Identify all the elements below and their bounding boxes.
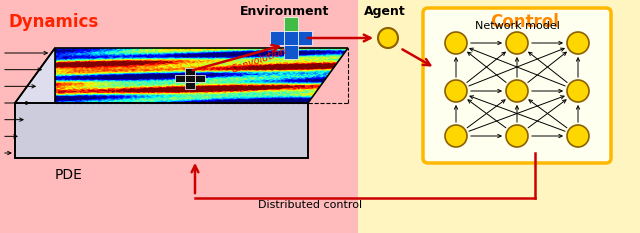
Circle shape (445, 125, 467, 147)
Polygon shape (15, 48, 55, 158)
Text: Agent: Agent (364, 5, 406, 18)
Bar (185, 82, 195, 89)
Bar (284, 17, 298, 31)
Bar (284, 31, 298, 45)
Circle shape (567, 32, 589, 54)
Text: Distributed control: Distributed control (258, 200, 362, 210)
Bar (270, 31, 284, 45)
Bar (175, 75, 185, 82)
Circle shape (506, 32, 528, 54)
Bar (358, 0, 640, 233)
Bar (195, 75, 205, 82)
Text: Convolution: Convolution (230, 46, 288, 75)
Circle shape (445, 80, 467, 102)
Text: PDE: PDE (55, 168, 83, 182)
Bar (298, 31, 312, 45)
Text: Network model: Network model (475, 21, 559, 31)
Text: Control: Control (490, 13, 559, 31)
Bar (284, 45, 298, 59)
Text: Dynamics: Dynamics (8, 13, 99, 31)
Circle shape (506, 80, 528, 102)
Circle shape (567, 125, 589, 147)
Circle shape (445, 32, 467, 54)
Polygon shape (15, 103, 308, 158)
Text: Environment: Environment (240, 5, 330, 18)
Circle shape (567, 80, 589, 102)
Bar (0, 0, 358, 233)
FancyBboxPatch shape (423, 8, 611, 163)
Circle shape (378, 28, 398, 48)
Circle shape (506, 125, 528, 147)
Bar (185, 68, 195, 75)
Bar (185, 75, 195, 82)
